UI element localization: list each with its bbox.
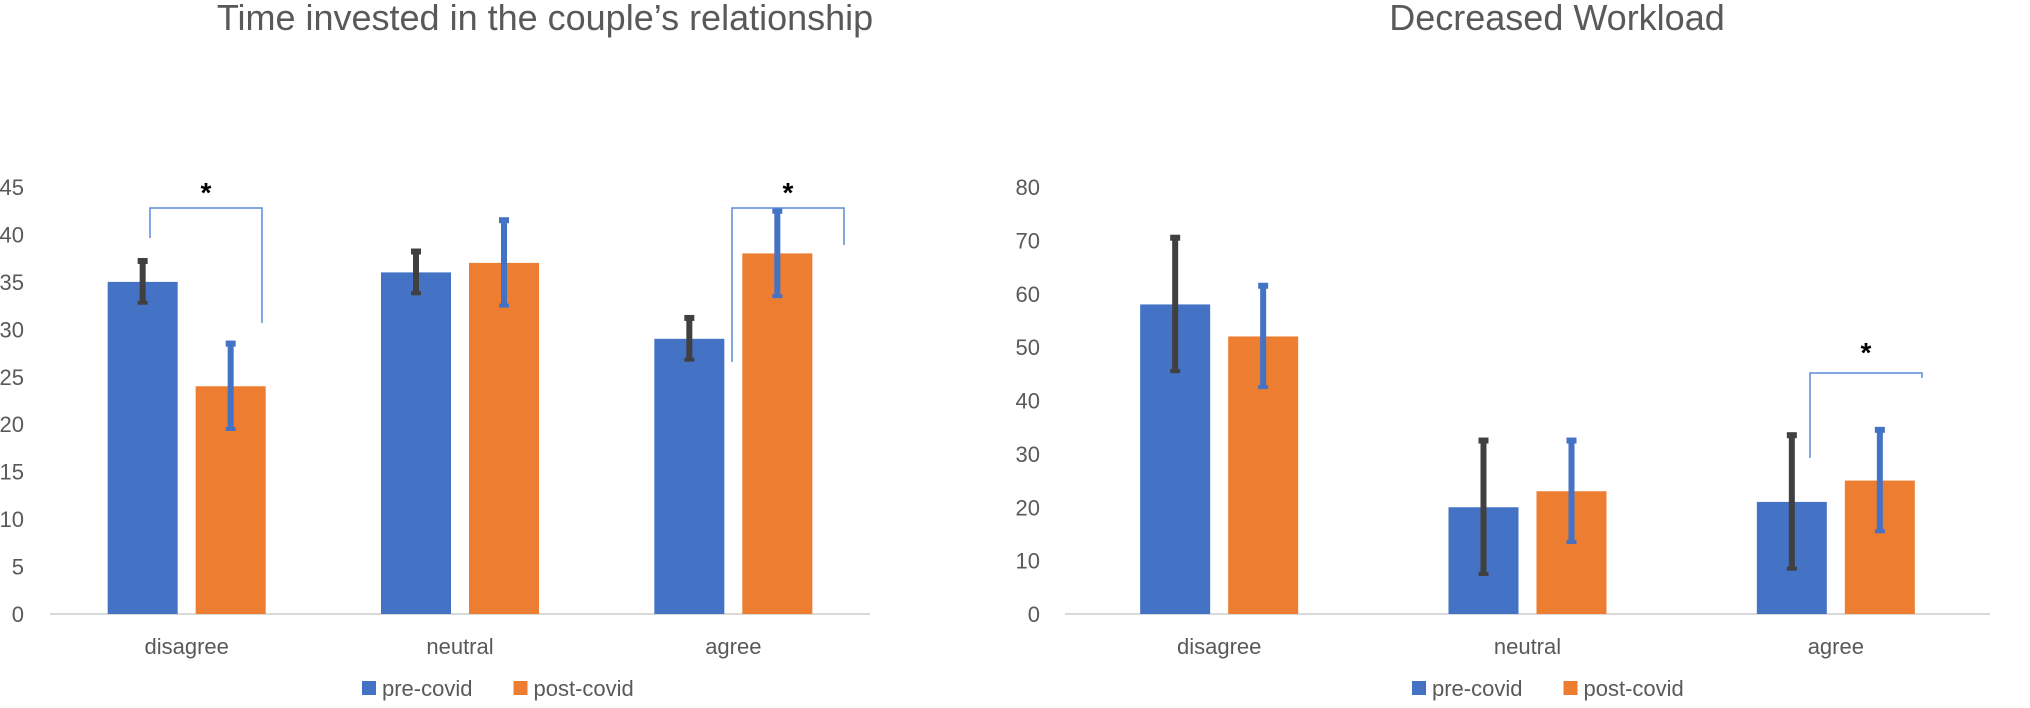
chart1-ytick-label: 5 xyxy=(12,555,24,580)
chart1-ytick-label: 45 xyxy=(0,175,24,200)
chart2-ytick-label: 20 xyxy=(1016,495,1040,520)
chart2-category-label: neutral xyxy=(1494,634,1561,659)
chart1-ytick-label: 20 xyxy=(0,412,24,437)
chart2-significance-bracket xyxy=(1809,372,1923,458)
chart2-ytick-label: 80 xyxy=(1016,175,1040,200)
chart1-ytick-label: 10 xyxy=(0,507,24,532)
chart2-legend-swatch-pre-covid xyxy=(1412,681,1426,695)
chart1-title: Time invested in the couple’s relationsh… xyxy=(217,0,873,38)
chart1-ytick-label: 35 xyxy=(0,270,24,295)
chart1-bar-pre-covid xyxy=(107,281,178,614)
chart1-ytick-label: 30 xyxy=(0,317,24,342)
chart2-significance-star: * xyxy=(1861,337,1872,368)
chart2-category-label: agree xyxy=(1808,634,1864,659)
chart1-category-label: disagree xyxy=(144,634,228,659)
chart2-ytick-label: 50 xyxy=(1016,335,1040,360)
chart1-legend-label: post-covid xyxy=(534,676,634,701)
chart1-ytick-label: 0 xyxy=(12,602,24,627)
chart2-legend-label: pre-covid xyxy=(1432,676,1522,701)
chart1-legend-swatch-pre-covid xyxy=(362,681,376,695)
chart1-significance-bracket xyxy=(149,207,263,323)
chart1-category-label: neutral xyxy=(426,634,493,659)
chart1-ytick-label: 15 xyxy=(0,460,24,485)
chart2-title: Decreased Workload xyxy=(1389,0,1725,38)
chart1-ytick-label: 40 xyxy=(0,222,24,247)
chart2-category-label: disagree xyxy=(1177,634,1261,659)
chart1-bar-pre-covid xyxy=(381,272,451,614)
chart2-ytick-label: 10 xyxy=(1016,549,1040,574)
chart2-ytick-label: 0 xyxy=(1028,602,1040,627)
chart2-legend-label: post-covid xyxy=(1584,676,1684,701)
chart1-legend-swatch-post-covid xyxy=(513,681,528,695)
chart1-category-label: agree xyxy=(705,634,761,659)
chart2-ytick-label: 60 xyxy=(1016,282,1040,307)
chart1-significance-star: * xyxy=(201,177,212,208)
chart1-legend-label: pre-covid xyxy=(382,676,472,701)
chart2-ytick-label: 30 xyxy=(1016,442,1040,467)
chart2-ytick-label: 70 xyxy=(1016,228,1040,253)
chart1-bar-post-covid xyxy=(469,262,539,614)
chart2-ytick-label: 40 xyxy=(1016,389,1040,414)
chart1-bar-post-covid xyxy=(742,253,813,614)
chart2-legend-swatch-post-covid xyxy=(1563,681,1578,695)
chart1-bar-pre-covid xyxy=(654,338,725,614)
chart1-ytick-label: 25 xyxy=(0,365,24,390)
chart1-significance-bracket xyxy=(731,207,845,362)
chart1-significance-star: * xyxy=(783,177,794,208)
